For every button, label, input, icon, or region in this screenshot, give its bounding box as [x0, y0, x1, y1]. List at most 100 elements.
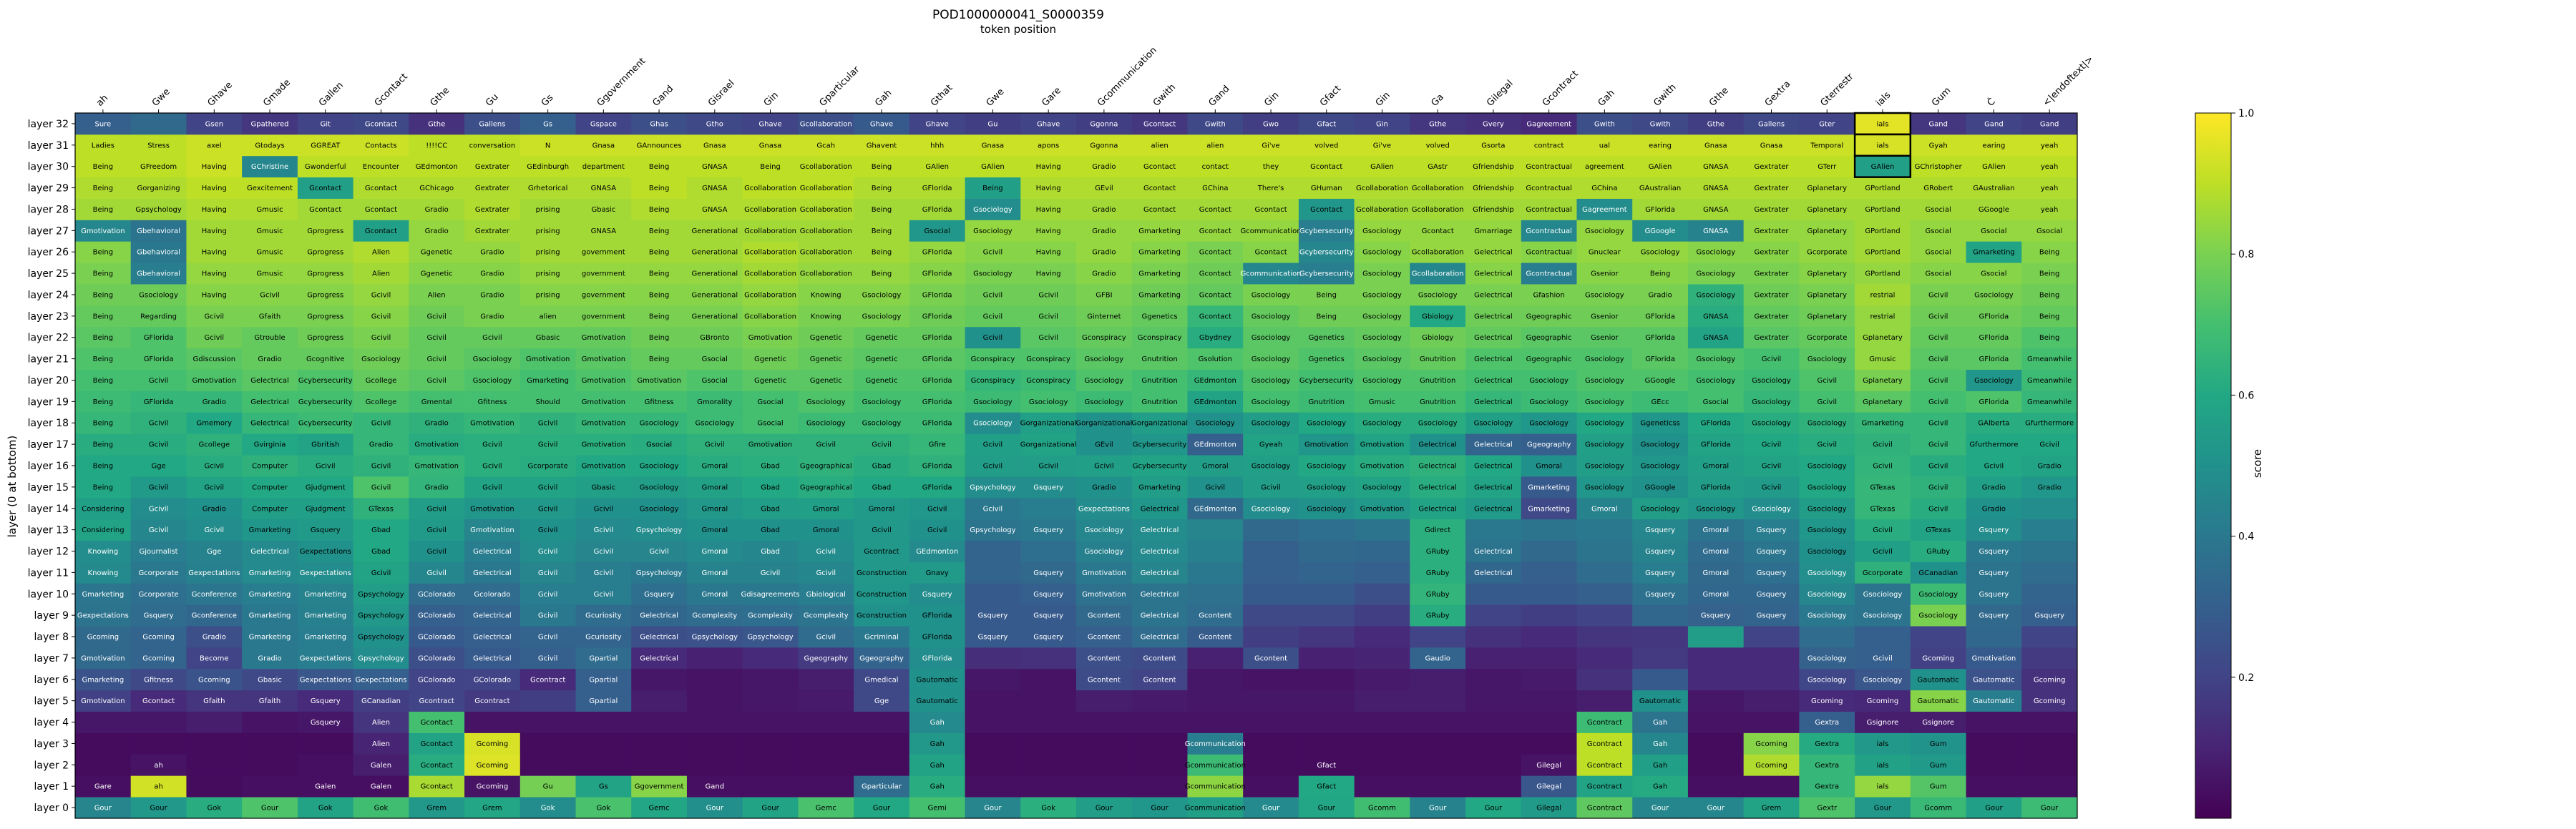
- x-tick-label: Gextra: [1763, 79, 1793, 109]
- heatmap-cell: [464, 690, 521, 712]
- heatmap-cell: [1576, 519, 1633, 541]
- heatmap-cell: [1855, 476, 1911, 499]
- cell-label: Ghave: [758, 120, 781, 128]
- heatmap-cell: [1020, 198, 1077, 220]
- heatmap-cell: [575, 455, 632, 477]
- heatmap-cell: [1465, 455, 1522, 477]
- cell-label: Gextra: [1815, 719, 1839, 727]
- cell-label: Gcoming: [2034, 676, 2066, 684]
- cell-label: Gmotivation: [582, 420, 626, 428]
- heatmap-cell: [1298, 113, 1355, 135]
- cell-label: GFlorida: [922, 185, 952, 192]
- cell-label: Gcivil: [927, 526, 947, 534]
- cell-label: Gour: [873, 805, 891, 813]
- cell-label: Gmarketing: [249, 591, 291, 599]
- heatmap-cell: [1243, 647, 1299, 669]
- heatmap-cell: [1743, 134, 1800, 157]
- cell-label: Gcivil: [1928, 420, 1948, 428]
- cell-label: Gcoming: [1755, 740, 1787, 748]
- heatmap-cell: [1243, 583, 1299, 605]
- cell-label: Gsociology: [1585, 441, 1624, 449]
- cell-label: Gelectrical: [1474, 377, 1513, 385]
- heatmap-cell: [1298, 177, 1355, 199]
- x-tick-label: Ċ: [1984, 95, 1997, 108]
- cell-label: Gcivil: [594, 569, 614, 577]
- heatmap-cell: [1465, 220, 1522, 242]
- y-tick-label: layer 10: [28, 589, 69, 600]
- heatmap-cell: [242, 540, 298, 562]
- cell-label: Gcollaboration: [800, 185, 852, 192]
- cell-label: Ggeographic: [1526, 313, 1572, 320]
- cell-label: Gautomatic: [1973, 676, 2014, 684]
- heatmap-cell: [854, 305, 910, 328]
- heatmap-cell: [1187, 177, 1244, 199]
- heatmap-cell: [130, 754, 187, 776]
- cell-label: Should: [535, 398, 560, 406]
- cell-label: Gsociology: [473, 377, 512, 385]
- heatmap-cell: [1410, 476, 1466, 499]
- cell-label: Gelectrical: [1474, 441, 1513, 449]
- cell-label: Having: [202, 227, 227, 235]
- heatmap-cell: [1521, 113, 1577, 135]
- heatmap-cell: [1354, 690, 1410, 712]
- cell-label: GEdinburgh: [527, 163, 569, 171]
- heatmap-cell: [353, 284, 409, 306]
- heatmap-cell: [409, 263, 465, 285]
- heatmap-cell: [1910, 284, 1966, 306]
- cell-label: Gradio: [2038, 484, 2062, 491]
- cell-label: Gsenior: [1591, 313, 1619, 320]
- heatmap-cell: [1243, 326, 1299, 349]
- cell-label: Being: [2039, 313, 2059, 320]
- heatmap-cell: [1576, 690, 1633, 712]
- heatmap-cell: [1298, 754, 1355, 776]
- cell-label: Gallens: [1758, 120, 1785, 128]
- heatmap-cell: [631, 583, 688, 605]
- heatmap-cell: [854, 497, 910, 520]
- heatmap-cell: [854, 754, 910, 776]
- heatmap-cell: [1187, 155, 1244, 178]
- heatmap-cell: [353, 797, 409, 819]
- cell-label: Gelectrical: [473, 654, 512, 662]
- cell-label: Gcivil: [205, 463, 225, 471]
- cell-label: Gcontract: [474, 697, 509, 705]
- heatmap-cell: [1576, 433, 1633, 456]
- heatmap-cell: [1632, 369, 1689, 391]
- cell-label: GFlorida: [1701, 441, 1731, 449]
- heatmap-cell: [798, 263, 854, 285]
- cell-label: Gah: [930, 762, 945, 770]
- cell-label: Gmotivation: [1082, 569, 1126, 577]
- heatmap-cell: [464, 561, 521, 584]
- heatmap-cell: [409, 348, 465, 370]
- cell-label: Gcoming: [477, 740, 509, 748]
- cell-label: GGoogle: [1645, 227, 1676, 235]
- heatmap-cell: [1354, 326, 1410, 349]
- cell-label: GEdmonton: [1194, 398, 1236, 406]
- cell-label: Gcivil: [872, 441, 892, 449]
- heatmap-cell: [186, 391, 243, 413]
- cell-label: Gextrater: [1755, 249, 1790, 257]
- cell-label: Gpsychology: [970, 484, 1015, 491]
- cell-label: Gfurthermore: [1969, 441, 2018, 449]
- heatmap-cell: [75, 391, 132, 413]
- cell-label: Gexcitement: [247, 185, 293, 192]
- cell-label: Gcontract: [1587, 762, 1622, 770]
- heatmap-cell: [1243, 626, 1299, 648]
- heatmap-cell: [297, 476, 354, 499]
- heatmap-cell: [519, 455, 576, 477]
- heatmap-cell: [1410, 711, 1466, 733]
- cell-label: Gcivil: [538, 634, 558, 642]
- cell-label: GEcc: [1652, 398, 1669, 406]
- cell-label: Gcivil: [205, 334, 225, 342]
- cell-label: Gilegal: [1536, 762, 1561, 770]
- cell-label: Gcollaboration: [800, 270, 852, 278]
- heatmap-cell: [353, 647, 409, 669]
- cell-label: Gcybersecurity: [1299, 227, 1354, 235]
- cell-label: Gexpectations: [300, 676, 351, 684]
- cell-label: GAlien: [1370, 163, 1394, 171]
- cell-label: Gmoral: [1702, 569, 1729, 577]
- heatmap-cell: [186, 711, 243, 733]
- cell-label: Gmarketing: [249, 569, 291, 577]
- cell-label: Gmedical: [864, 676, 898, 684]
- heatmap-cell: [909, 113, 965, 135]
- cell-label: Gcollaboration: [800, 206, 852, 214]
